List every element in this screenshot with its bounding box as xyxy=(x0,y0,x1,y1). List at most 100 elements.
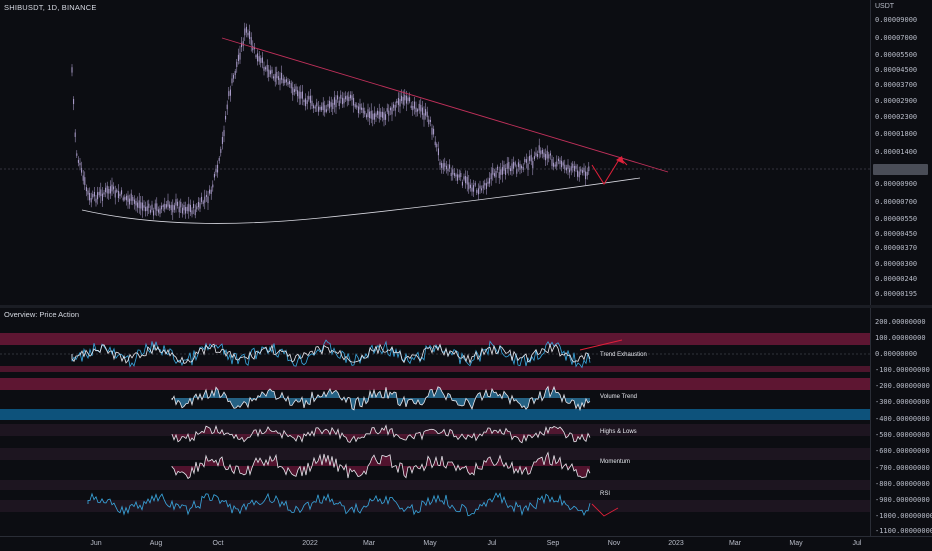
candle-body xyxy=(317,106,319,112)
candle-body xyxy=(565,167,567,171)
candle-body xyxy=(269,70,271,75)
candle-body xyxy=(530,154,532,162)
candle-body xyxy=(143,205,145,208)
candle-body xyxy=(263,66,265,71)
symbol-title[interactable]: SHIBUSDT, 1D, BINANCE xyxy=(4,3,97,12)
candle-body xyxy=(95,198,97,203)
candle-body xyxy=(426,111,428,118)
candle-body xyxy=(577,170,579,177)
candle-body xyxy=(460,173,462,178)
current-price-tag xyxy=(873,164,928,175)
candle-body xyxy=(356,105,358,108)
band-dark-2 xyxy=(0,448,870,460)
candle-body xyxy=(284,79,286,83)
candle-body xyxy=(266,64,268,72)
candle-body xyxy=(287,82,289,85)
osc-label: 100.00000000 xyxy=(875,334,926,342)
price-currency: USDT xyxy=(875,3,895,10)
candle-body xyxy=(213,173,215,178)
price-label: 0.00000900 xyxy=(875,180,918,188)
candle-body xyxy=(418,103,420,111)
trend-exhaustion-signal xyxy=(71,342,591,365)
candle-body xyxy=(527,163,529,170)
candle-body xyxy=(205,194,207,197)
candle-body xyxy=(84,177,86,186)
candle-body xyxy=(236,61,238,67)
osc-label: -100.00000000 xyxy=(875,366,930,374)
candle-body xyxy=(172,204,174,213)
candle-body xyxy=(343,98,345,104)
highs-lows-line xyxy=(171,424,591,444)
candle-body xyxy=(581,170,583,174)
candle-body xyxy=(484,182,486,186)
candle-body xyxy=(212,184,214,188)
candle-body xyxy=(215,168,217,173)
candle-body xyxy=(191,210,193,215)
candle-body xyxy=(244,28,246,36)
candle-body xyxy=(193,204,195,209)
candle-body xyxy=(311,100,313,106)
candle-body xyxy=(522,167,524,170)
price-chart[interactable] xyxy=(0,0,870,305)
candle-body xyxy=(217,164,219,173)
candle-body xyxy=(353,97,355,106)
candle-body xyxy=(453,173,455,176)
indicator-chart[interactable]: Trend Exhaustion Volume Trend Highs & Lo… xyxy=(0,308,870,536)
time-label: 2023 xyxy=(668,540,684,547)
candle-body xyxy=(573,166,575,172)
candle-body xyxy=(557,158,559,162)
candle-body xyxy=(514,162,516,166)
candle-body xyxy=(146,206,148,211)
candle-body xyxy=(327,104,329,107)
candle-body xyxy=(252,45,254,51)
indicator-axis[interactable]: 200.00000000 100.00000000 0.00000000 -10… xyxy=(870,308,932,536)
candle-body xyxy=(119,193,121,197)
volume-trend-label: Volume Trend xyxy=(600,394,637,400)
candle-body xyxy=(199,202,201,209)
resistance-trendline[interactable] xyxy=(221,37,669,173)
indicator-pane-title[interactable]: Overview: Price Action xyxy=(4,310,80,319)
candle-body xyxy=(578,171,580,178)
price-axis[interactable]: USDT 0.00009000 0.00007000 0.00005500 0.… xyxy=(870,0,932,305)
candle-body xyxy=(154,203,156,210)
candle-body xyxy=(207,196,209,204)
candle-body xyxy=(164,204,166,210)
candle-body xyxy=(375,113,377,117)
pane-divider[interactable] xyxy=(0,305,932,308)
candle-body xyxy=(338,100,340,107)
candle-body xyxy=(180,201,182,208)
time-label: May xyxy=(789,540,803,547)
candle-body xyxy=(81,167,83,173)
time-axis[interactable]: Jun Aug Oct 2022 Mar May Jul Sep Nov 202… xyxy=(0,536,932,551)
candle-body xyxy=(324,105,326,113)
candle-body xyxy=(409,97,411,102)
candle-body xyxy=(562,162,564,166)
osc-label: -800.00000000 xyxy=(875,480,930,488)
candle-body xyxy=(201,196,203,202)
candle-body xyxy=(359,103,361,110)
price-label: 0.00000550 xyxy=(875,215,918,223)
candle-body xyxy=(316,102,318,107)
candle-body xyxy=(461,181,463,186)
candle-body xyxy=(402,96,404,105)
candle-body xyxy=(471,187,473,192)
candle-body xyxy=(330,102,332,107)
candle-body xyxy=(281,72,283,80)
candle-body xyxy=(570,166,572,171)
candle-body xyxy=(549,153,551,156)
candle-body xyxy=(122,197,124,201)
candle-body xyxy=(428,119,430,125)
candle-body xyxy=(546,150,548,159)
candle-body xyxy=(202,201,204,205)
candle-body xyxy=(495,170,497,178)
candle-body xyxy=(257,53,259,62)
candle-body xyxy=(476,190,478,193)
candle-body xyxy=(349,94,351,99)
candle-body xyxy=(249,31,251,39)
support-curve[interactable] xyxy=(81,177,641,224)
candle-body xyxy=(367,109,369,118)
candle-body xyxy=(276,72,278,79)
candle-body xyxy=(141,202,143,211)
candle-body xyxy=(583,167,585,173)
candle-body xyxy=(231,78,233,84)
